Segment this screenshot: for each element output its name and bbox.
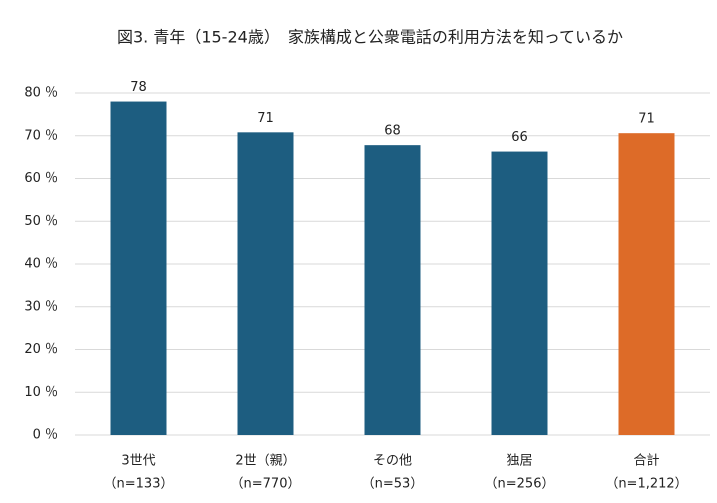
value-label: 78 (130, 80, 147, 95)
x-tick-label: （n=53） (362, 477, 424, 492)
x-tick-label: （n=133） (104, 477, 174, 492)
y-tick-label: 0 ％ (33, 428, 58, 443)
y-tick-label: 50 ％ (24, 214, 58, 229)
y-tick-label: 70 ％ (24, 128, 58, 143)
y-tick-label: 20 ％ (24, 342, 58, 357)
x-tick-label: その他 (373, 454, 412, 469)
chart-title: 図3. 青年（15-24歳） 家族構成と公衆電話の利用方法を知っているか (117, 28, 623, 47)
value-label: 71 (257, 111, 274, 126)
x-tick-label: 3世代 (121, 454, 155, 469)
bar (364, 145, 421, 435)
x-tick-label: 2世（親） (235, 454, 295, 469)
y-tick-label: 10 ％ (24, 385, 58, 400)
x-tick-label: 合計 (633, 453, 659, 469)
x-tick-label: （n=770） (231, 477, 301, 492)
value-label: 71 (638, 112, 655, 127)
value-label: 68 (384, 124, 401, 139)
x-tick-label: （n=1,212） (605, 477, 687, 492)
bar (491, 151, 548, 435)
value-label: 66 (511, 130, 528, 145)
bar (237, 132, 294, 435)
y-tick-label: 60 ％ (24, 171, 58, 186)
x-tick-label: 独居 (506, 454, 532, 469)
y-tick-label: 30 ％ (24, 299, 58, 314)
y-tick-label: 80 ％ (24, 86, 58, 101)
bar (618, 133, 675, 435)
x-tick-label: （n=256） (485, 477, 555, 492)
y-tick-label: 40 ％ (24, 257, 58, 272)
bar (110, 101, 167, 436)
